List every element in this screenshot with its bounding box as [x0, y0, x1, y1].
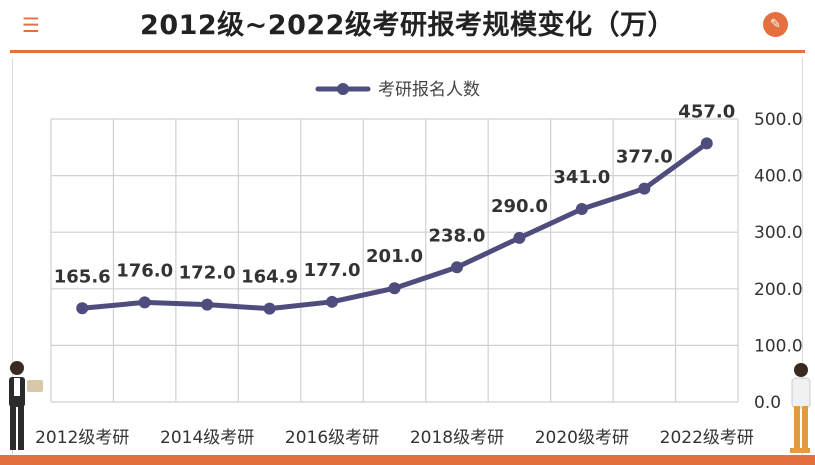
- data-point: [201, 298, 214, 311]
- header-divider: [10, 50, 805, 53]
- chart-legend: 考研报名人数: [315, 80, 480, 100]
- data-point: [638, 182, 651, 195]
- data-label: 457.0: [678, 101, 735, 122]
- bottom-accent-bar: [0, 455, 815, 465]
- data-point: [513, 231, 526, 244]
- x-tick-label: 2012级考研: [35, 428, 129, 448]
- businessman-illustration: [9, 361, 43, 450]
- x-tick-label: 2020级考研: [535, 428, 629, 448]
- data-point: [450, 261, 463, 274]
- data-point: [138, 296, 151, 309]
- woman-illustration: [790, 363, 811, 453]
- y-tick-label: 100.0: [754, 336, 803, 356]
- data-label: 177.0: [304, 260, 361, 281]
- x-tick-label: 2018级考研: [410, 428, 504, 448]
- data-label: 176.0: [116, 260, 173, 281]
- data-label: 238.0: [428, 225, 485, 246]
- data-point: [326, 295, 339, 308]
- page-title: 2012级~2022级考研报考规模变化（万）: [140, 10, 675, 41]
- x-tick-label: 2022级考研: [660, 428, 754, 448]
- header-bar: ☰ 2012级~2022级考研报考规模变化（万） ✎: [0, 0, 815, 56]
- data-label: 165.6: [54, 266, 111, 287]
- chart-frame: [12, 58, 803, 456]
- y-tick-label: 400.0: [754, 167, 803, 187]
- data-point: [700, 137, 713, 150]
- x-tick-label: 2014级考研: [160, 428, 254, 448]
- data-label: 377.0: [616, 147, 673, 168]
- legend-label: 考研报名人数: [378, 80, 480, 100]
- series-points: [76, 137, 713, 315]
- chart-grid: [50, 118, 739, 403]
- data-point: [263, 302, 276, 315]
- y-tick-label: 200.0: [754, 280, 803, 300]
- data-label: 290.0: [491, 196, 548, 217]
- x-tick-label: 2016级考研: [285, 428, 379, 448]
- data-point: [388, 282, 401, 295]
- y-tick-label: 0.0: [754, 393, 781, 413]
- data-label: 172.0: [179, 263, 236, 284]
- data-point: [575, 202, 588, 215]
- chat-icon[interactable]: ✎: [763, 12, 788, 37]
- data-label: 164.9: [241, 267, 298, 288]
- legend-dot-marker: [337, 83, 349, 95]
- data-label: 341.0: [553, 167, 610, 188]
- y-axis-ticks: 0.0 100.0 200.0 300.0 400.0 500.0: [754, 110, 803, 413]
- data-point: [76, 302, 89, 315]
- x-axis-ticks: 2012级考研 2014级考研 2016级考研 2018级考研 2020级考研 2022级…: [35, 428, 754, 448]
- menu-icon[interactable]: ☰: [22, 13, 40, 37]
- data-label: 201.0: [366, 246, 423, 267]
- y-tick-label: 500.0: [754, 110, 803, 130]
- y-tick-label: 300.0: [754, 223, 803, 243]
